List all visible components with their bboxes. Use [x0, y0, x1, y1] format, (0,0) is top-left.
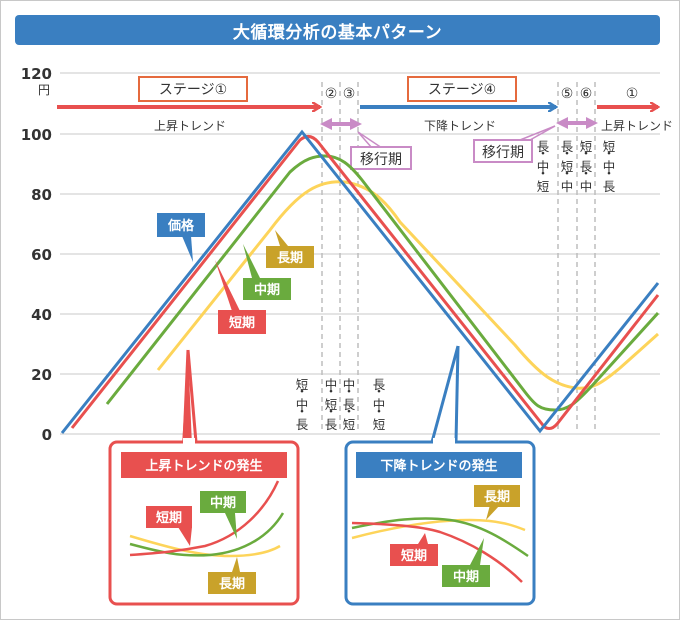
inset-uptrend: 上昇トレンドの発生 短期 中期 長期 — [108, 349, 300, 606]
svg-text:短: 短 — [561, 159, 574, 174]
uptrend-label: 上昇トレンド — [154, 119, 226, 133]
order-stack-top: 長 ・ 中 ・ 短 長 ・ 短 ・ 中 短 ・ 長 ・ 中 短 ・ 中 ・ 長 — [537, 139, 616, 194]
svg-text:長: 長 — [373, 377, 386, 392]
stage4-label: ステージ④ — [428, 82, 496, 98]
svg-text:・: ・ — [325, 384, 338, 399]
svg-text:短期: 短期 — [156, 510, 182, 526]
svg-text:・: ・ — [296, 404, 309, 419]
svg-text:中期: 中期 — [254, 282, 280, 298]
price-callout: 価格 — [157, 213, 205, 262]
order-stack-bottom: 短 ・ 中 ・ 長 中 ・ 短 ・ 長 中 ・ 長 ・ 短 長 ・ 中 ・ 短 — [296, 377, 386, 432]
uptrend-right-label: 上昇トレンド — [601, 119, 673, 133]
svg-text:短: 短 — [296, 377, 309, 392]
inset-downtrend: 下降トレンドの発生 長期 短期 中期 — [344, 345, 536, 606]
stage1-right-number: ① — [626, 86, 639, 102]
svg-text:短: 短 — [580, 139, 593, 154]
mid-term-callout: 中期 — [243, 244, 291, 300]
svg-text:価格: 価格 — [167, 218, 195, 234]
svg-text:・: ・ — [561, 166, 574, 181]
stage-dividers — [321, 82, 596, 430]
svg-text:中: 中 — [343, 377, 356, 392]
long-term-line — [156, 180, 660, 390]
svg-text:短: 短 — [373, 417, 386, 432]
svg-text:・: ・ — [561, 146, 574, 161]
svg-text:短期: 短期 — [401, 548, 427, 564]
stage1-box — [138, 76, 248, 102]
grid-lines — [60, 72, 660, 435]
svg-text:長期: 長期 — [277, 251, 303, 266]
svg-text:・: ・ — [537, 146, 550, 161]
stage6-number: ⑥ — [580, 86, 593, 102]
svg-text:長: 長 — [296, 417, 309, 432]
transition-label-box-1 — [350, 146, 412, 170]
y-axis: 120 円 100 80 60 40 20 0 — [21, 65, 52, 444]
svg-text:長: 長 — [343, 397, 356, 412]
y-tick-60: 60 — [31, 246, 52, 264]
stage5-number: ⑤ — [561, 86, 574, 102]
y-tick-120: 120 — [21, 65, 52, 83]
svg-text:長: 長 — [561, 139, 574, 154]
svg-text:・: ・ — [343, 404, 356, 419]
svg-text:・: ・ — [603, 146, 616, 161]
svg-text:短期: 短期 — [229, 315, 255, 331]
svg-text:中: 中 — [325, 377, 338, 392]
svg-text:短: 短 — [343, 417, 356, 432]
svg-text:短: 短 — [537, 179, 550, 194]
svg-text:・: ・ — [325, 404, 338, 419]
short-term-line — [70, 135, 660, 430]
svg-text:短: 短 — [325, 397, 338, 412]
transition-arrow-2 — [556, 117, 598, 129]
svg-text:・: ・ — [537, 166, 550, 181]
svg-text:長期: 長期 — [219, 577, 245, 592]
svg-text:中: 中 — [296, 397, 309, 412]
svg-text:・: ・ — [343, 384, 356, 399]
inset-downtrend-title: 下降トレンドの発生 — [380, 458, 497, 474]
stage4-box — [407, 76, 517, 102]
short-term-callout: 短期 — [215, 260, 266, 334]
svg-text:中期: 中期 — [210, 495, 236, 511]
svg-text:長: 長 — [537, 139, 550, 154]
svg-text:・: ・ — [373, 404, 386, 419]
svg-text:・: ・ — [603, 166, 616, 181]
transition-label-2: 移行期 — [482, 145, 524, 161]
svg-text:短: 短 — [603, 139, 616, 154]
svg-text:中: 中 — [561, 179, 574, 194]
y-tick-0: 0 — [42, 426, 52, 444]
y-unit: 円 — [38, 83, 50, 97]
svg-text:中期: 中期 — [453, 569, 479, 585]
svg-text:長: 長 — [603, 179, 616, 194]
y-tick-100: 100 — [21, 126, 52, 144]
long-term-callout: 長期 — [266, 230, 314, 268]
svg-text:中: 中 — [603, 159, 616, 174]
stage3-number: ③ — [343, 86, 356, 102]
svg-text:長期: 長期 — [484, 490, 510, 505]
svg-text:・: ・ — [580, 166, 593, 181]
svg-text:中: 中 — [537, 159, 550, 174]
svg-text:長: 長 — [580, 159, 593, 174]
transition-arrow-1 — [320, 118, 362, 130]
y-tick-20: 20 — [31, 366, 52, 384]
svg-text:・: ・ — [373, 384, 386, 399]
svg-text:中: 中 — [373, 397, 386, 412]
inset-uptrend-title: 上昇トレンドの発生 — [145, 458, 262, 474]
stage1-label: ステージ① — [159, 82, 227, 98]
page-title: 大循環分析の基本パターン — [15, 15, 660, 45]
svg-text:・: ・ — [296, 384, 309, 399]
price-line — [60, 129, 660, 434]
stage2-number: ② — [325, 86, 338, 102]
svg-text:長: 長 — [325, 417, 338, 432]
transition-label-box-2 — [473, 139, 533, 163]
svg-text:・: ・ — [580, 146, 593, 161]
y-tick-80: 80 — [31, 186, 52, 204]
y-tick-40: 40 — [31, 306, 52, 324]
transition-label-1: 移行期 — [360, 152, 402, 168]
svg-text:中: 中 — [580, 179, 593, 194]
downtrend-label: 下降トレンド — [424, 119, 496, 133]
